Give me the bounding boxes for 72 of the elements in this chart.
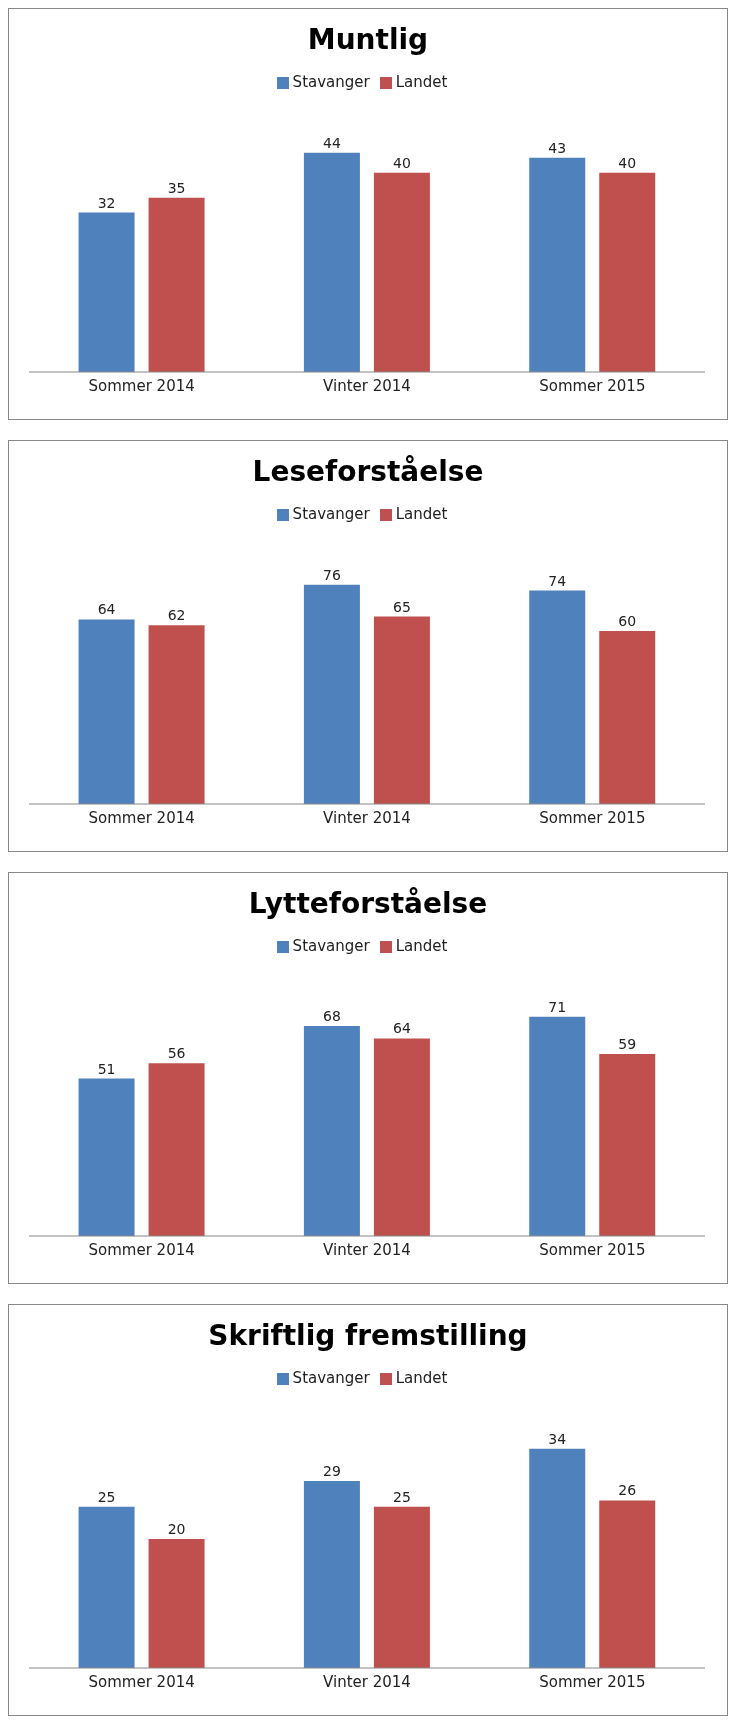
x-tick-label: Sommer 2014 xyxy=(88,808,195,827)
bar xyxy=(78,619,135,804)
legend-label: Stavanger xyxy=(292,505,370,523)
legend-label: Landet xyxy=(395,1369,448,1387)
data-label: 20 xyxy=(167,1521,186,1538)
legend-label: Stavanger xyxy=(292,1369,370,1387)
bar xyxy=(599,1500,656,1668)
legend-label: Landet xyxy=(395,937,448,955)
data-label: 25 xyxy=(392,1488,411,1505)
chart-title: Skriftlig fremstilling xyxy=(207,1318,529,1354)
legend-label: Landet xyxy=(395,505,448,523)
bar xyxy=(78,212,135,372)
legend-label: Landet xyxy=(395,73,448,91)
data-label: 40 xyxy=(618,154,637,171)
bar xyxy=(373,616,430,804)
data-label: 35 xyxy=(167,179,186,196)
data-label: 40 xyxy=(392,154,411,171)
bar xyxy=(529,157,586,372)
bar xyxy=(148,625,205,804)
data-label: 34 xyxy=(548,1430,567,1447)
legend-label: Stavanger xyxy=(292,937,370,955)
bar xyxy=(148,1539,205,1668)
bar xyxy=(303,1026,360,1236)
data-label: 71 xyxy=(548,998,567,1015)
bar xyxy=(148,197,205,372)
x-tick-label: Sommer 2014 xyxy=(88,1240,195,1259)
data-label: 43 xyxy=(548,139,567,156)
x-tick-label: Sommer 2015 xyxy=(539,376,646,395)
bar xyxy=(529,1448,586,1668)
data-label: 64 xyxy=(97,601,116,618)
data-label: 76 xyxy=(322,566,341,583)
x-tick-label: Vinter 2014 xyxy=(323,376,411,395)
bar xyxy=(78,1506,135,1668)
x-tick-label: Sommer 2015 xyxy=(539,808,646,827)
data-label: 44 xyxy=(322,134,341,151)
data-label: 32 xyxy=(97,194,116,211)
legend-label: Stavanger xyxy=(292,73,370,91)
x-tick-label: Sommer 2014 xyxy=(88,376,195,395)
data-label: 74 xyxy=(548,572,567,589)
bar xyxy=(148,1063,205,1236)
data-label: 64 xyxy=(392,1020,411,1037)
bar xyxy=(303,152,360,372)
x-tick-label: Vinter 2014 xyxy=(323,1672,411,1691)
x-tick-label: Vinter 2014 xyxy=(323,808,411,827)
x-tick-label: Sommer 2015 xyxy=(539,1240,646,1259)
data-label: 56 xyxy=(167,1045,186,1062)
bar xyxy=(78,1078,135,1236)
data-label: 65 xyxy=(392,598,411,615)
bar xyxy=(529,1016,586,1236)
data-label: 26 xyxy=(618,1482,637,1499)
bar xyxy=(303,1481,360,1668)
bar xyxy=(303,584,360,804)
bar xyxy=(599,630,656,804)
data-label: 25 xyxy=(97,1488,116,1505)
bar xyxy=(599,1053,656,1236)
x-tick-label: Sommer 2014 xyxy=(88,1672,195,1691)
bar xyxy=(373,172,430,372)
data-label: 62 xyxy=(167,607,186,624)
bar xyxy=(529,590,586,804)
bar xyxy=(599,172,656,372)
x-tick-label: Vinter 2014 xyxy=(323,1240,411,1259)
data-label: 60 xyxy=(618,612,637,629)
bar xyxy=(373,1038,430,1236)
data-label: 29 xyxy=(322,1463,341,1480)
chart-title: Lytteforståelse xyxy=(247,886,489,922)
data-label: 51 xyxy=(97,1060,116,1077)
bar xyxy=(373,1506,430,1668)
data-label: 68 xyxy=(322,1008,341,1025)
x-tick-label: Sommer 2015 xyxy=(539,1672,646,1691)
chart-title: Muntlig xyxy=(306,22,430,58)
data-label: 59 xyxy=(618,1035,637,1052)
chart-title: Leseforståelse xyxy=(251,454,485,490)
